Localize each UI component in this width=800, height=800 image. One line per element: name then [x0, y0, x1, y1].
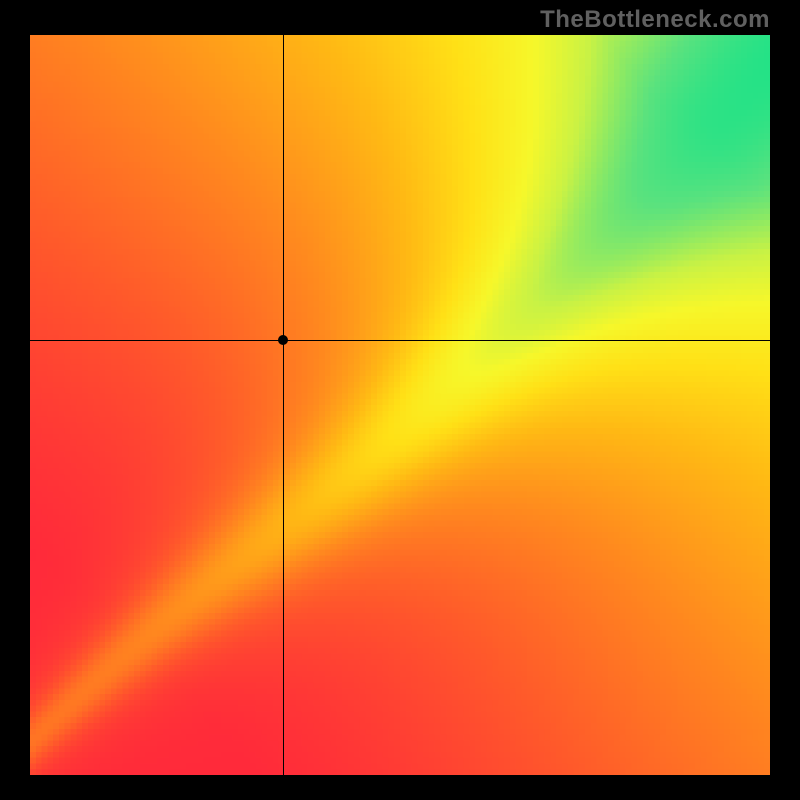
heatmap-canvas	[30, 35, 770, 775]
watermark-text: TheBottleneck.com	[540, 6, 770, 34]
crosshair-vertical	[283, 35, 284, 775]
chart-container: TheBottleneck.com	[0, 0, 800, 800]
crosshair-marker	[278, 335, 288, 345]
crosshair-horizontal	[30, 340, 770, 341]
plot-area	[30, 35, 770, 775]
